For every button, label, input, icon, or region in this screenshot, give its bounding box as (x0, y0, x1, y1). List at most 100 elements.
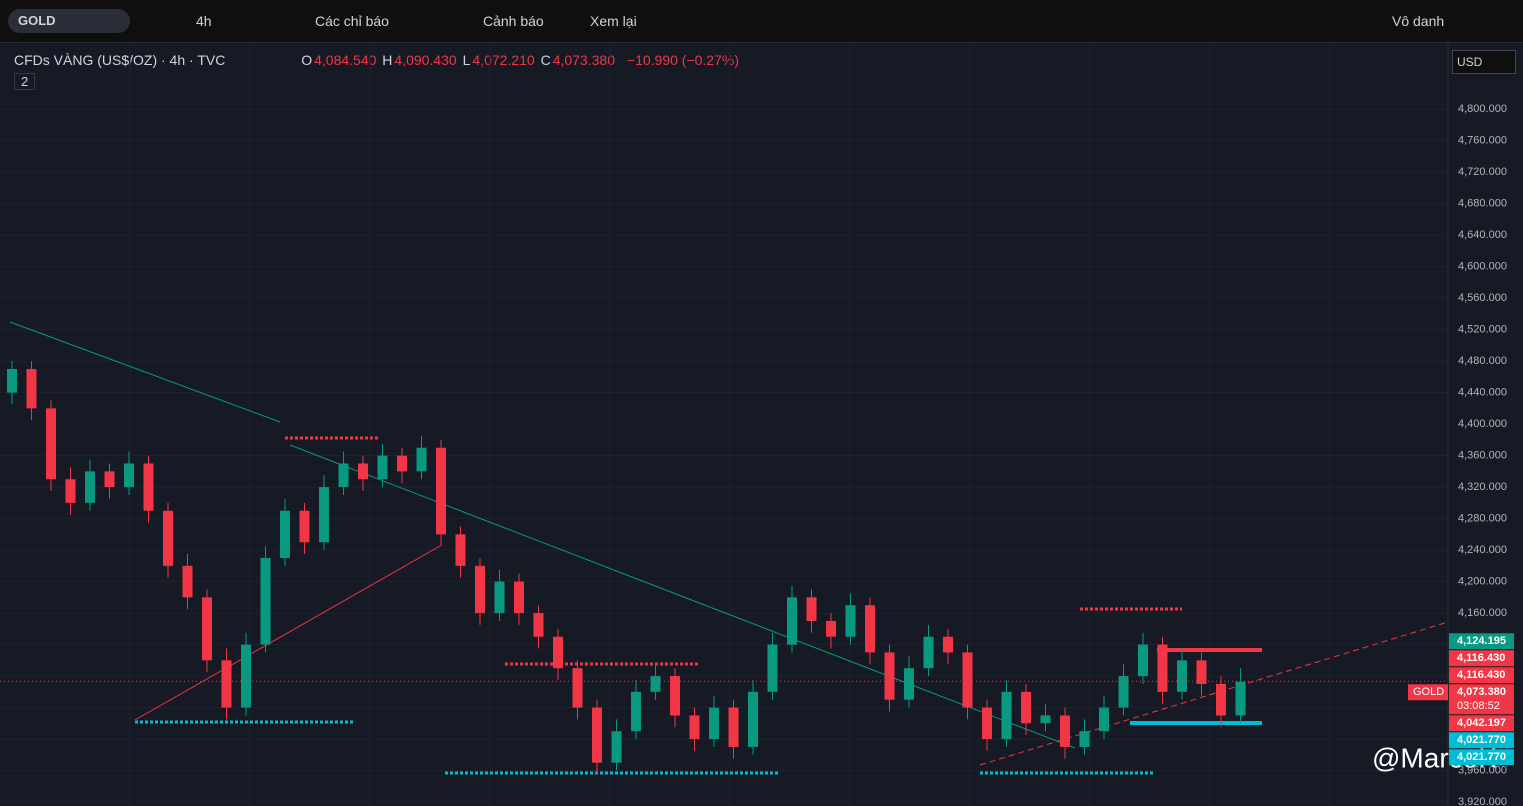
candle-body (1177, 660, 1187, 692)
candle-body (767, 644, 778, 692)
trend-line (134, 545, 441, 721)
candle-body (1040, 715, 1051, 724)
y-tick-label: 4,640.000 (1458, 229, 1507, 241)
candle-body (1138, 644, 1148, 677)
symbol-title: CFDs VÀNG (US$/OZ) · 4h · TVC (14, 52, 226, 68)
legend: CFDs VÀNG (US$/OZ) · 4h · TVC O 4,084.540… (14, 52, 741, 90)
change: −10.990 (−0.27%) (626, 52, 739, 68)
y-tick-label: 4,320.000 (1458, 481, 1507, 493)
layout-name[interactable]: Vô danh (1392, 13, 1445, 29)
candle-body (1216, 683, 1226, 716)
symbol-tag-box (1408, 684, 1448, 701)
candle-body (65, 479, 76, 503)
price-label: 4,042.197 (1457, 717, 1506, 729)
c-label: C (540, 52, 551, 68)
candle-body (670, 676, 680, 716)
y-tick-label: 4,520.000 (1458, 324, 1507, 336)
candle-body (455, 534, 466, 566)
candle-body (182, 565, 193, 598)
candle-body (514, 581, 524, 614)
candle-body (787, 597, 797, 645)
y-tick-label: 4,600.000 (1458, 261, 1507, 273)
price-label-box (1449, 650, 1514, 667)
candle-body (826, 620, 836, 637)
y-tick-label: 4,720.000 (1458, 166, 1507, 178)
candle-body (904, 668, 914, 700)
price-label: 4,073.380 (1457, 686, 1506, 698)
interval[interactable]: 4h (196, 13, 212, 29)
candle-body (46, 408, 56, 480)
price-label-box (1449, 633, 1514, 650)
candle-body (631, 691, 641, 732)
o-label: O (301, 52, 313, 68)
replay-button[interactable]: Xem lại (590, 13, 637, 29)
candle-body (319, 487, 329, 543)
symbol-search[interactable]: GOLD (8, 9, 130, 33)
candle-body (592, 707, 602, 763)
price-label: 4,116.430 (1457, 652, 1505, 664)
indicator-count[interactable]: 2 (14, 73, 36, 90)
price-label-box (1449, 667, 1514, 684)
price-label-box (1449, 749, 1514, 766)
y-tick-label: 4,200.000 (1458, 575, 1507, 587)
open: 4,084.540 (314, 52, 377, 68)
y-tick-label: 4,240.000 (1458, 544, 1507, 556)
candle-body (533, 613, 544, 637)
alerts-button[interactable]: Cảnh báo (483, 13, 544, 29)
candle-body (1060, 715, 1070, 747)
indicators-button[interactable]: Các chỉ báo (315, 13, 389, 29)
countdown: 03:08:52 (1457, 700, 1500, 712)
y-tick-label: 3,920.000 (1458, 796, 1507, 806)
candle-body (884, 652, 895, 700)
candle-body (436, 447, 446, 535)
y-tick-label: 4,160.000 (1458, 607, 1507, 619)
candle-body (241, 644, 251, 708)
candle-body (1157, 644, 1168, 692)
candle-body (338, 463, 349, 488)
candle-body (26, 368, 37, 409)
candle-body (494, 581, 505, 614)
candle-body (982, 707, 992, 740)
candle-body (1079, 731, 1090, 747)
candle-body (865, 605, 875, 653)
candle-body (260, 557, 271, 645)
candle-body (7, 368, 17, 393)
price-label-box (1449, 715, 1514, 732)
candle-body (85, 471, 95, 503)
symbol-tag: GOLD (1413, 686, 1444, 698)
y-tick-label: 4,360.000 (1458, 450, 1507, 462)
candle-body (611, 731, 622, 763)
y-tick-label: 4,480.000 (1458, 355, 1507, 367)
candle-body (943, 636, 953, 653)
y-tick-label: 4,800.000 (1458, 103, 1507, 115)
y-tick-label: 4,760.000 (1458, 135, 1507, 147)
candle-body (1196, 660, 1207, 684)
candle-body (299, 510, 310, 543)
currency-select[interactable]: USD (1452, 50, 1516, 74)
candle-body (202, 597, 212, 661)
candle-body (845, 605, 856, 637)
candle-body (124, 463, 134, 488)
candle-body (962, 652, 973, 708)
candle-body (221, 660, 232, 708)
candle-body (377, 455, 388, 480)
candle-body (650, 676, 661, 692)
price-label: 4,021.770 (1457, 734, 1506, 746)
candle-body (709, 707, 719, 740)
candle-body (728, 707, 739, 747)
candle-body (1099, 707, 1109, 732)
toolbar: GOLD 4h Các chỉ báo Cảnh báo Xem lại Vô … (0, 0, 1523, 43)
candle-body (416, 447, 427, 472)
price-label-box (1449, 684, 1514, 715)
y-tick-label: 4,440.000 (1458, 387, 1507, 399)
candle-body (397, 455, 407, 472)
price-label: 4,124.195 (1457, 635, 1506, 647)
candle-body (1235, 681, 1246, 716)
y-tick-label: 4,560.000 (1458, 292, 1507, 304)
l-label: L (462, 52, 471, 68)
y-tick-label: 4,680.000 (1458, 198, 1507, 210)
trend-line (979, 621, 1449, 766)
candle-body (923, 636, 934, 669)
close: 4,073.380 (552, 52, 616, 68)
